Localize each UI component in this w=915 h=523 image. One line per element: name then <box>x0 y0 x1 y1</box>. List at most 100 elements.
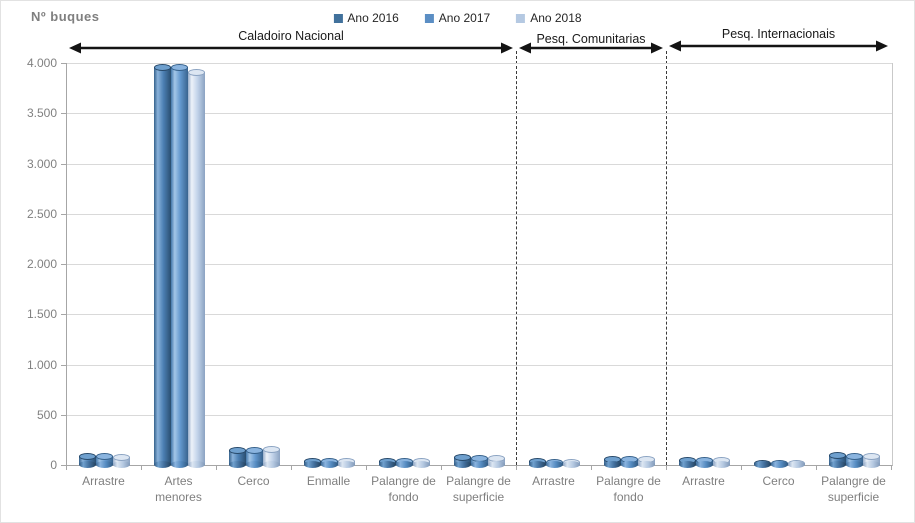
cylinder-bar-ano-2017 <box>171 63 188 469</box>
y-axis-tick <box>61 113 66 115</box>
x-category-label: Palangre de superficie <box>821 474 886 504</box>
cylinder-bar-ano-2017 <box>846 452 863 469</box>
section-divider-dashed-line <box>666 51 667 465</box>
cylinder-bar-ano-2016 <box>154 64 171 468</box>
legend-color-swatch <box>424 13 434 23</box>
arrowhead-icon <box>876 40 888 52</box>
legend-item: Ano 2017 <box>424 11 491 25</box>
chart-title: Nº buques <box>31 9 100 24</box>
cylinder-bar-ano-2016 <box>829 452 846 468</box>
arrowhead-icon <box>501 42 513 54</box>
cylinder-bar-ano-2016 <box>379 458 396 468</box>
x-axis-tick <box>666 465 667 470</box>
arrowhead-icon <box>69 42 81 54</box>
chart-legend: Ano 2016 Ano 2017 Ano 2018 <box>333 11 582 25</box>
y-tick-label: 1.500 <box>26 307 57 322</box>
legend-label: Ano 2018 <box>530 11 582 25</box>
cylinder-bar-ano-2018 <box>563 458 580 469</box>
legend-label: Ano 2017 <box>438 11 491 25</box>
cylinder-bar-ano-2016 <box>229 446 246 469</box>
gridline <box>67 63 892 64</box>
cylinder-bar-ano-2016 <box>604 455 621 469</box>
section-label: Caladoiro Nacional <box>238 29 344 43</box>
cylinder-bar-ano-2018 <box>413 458 430 468</box>
y-axis-tick <box>61 264 66 265</box>
legend-item: Ano 2018 <box>516 11 582 25</box>
cylinder-bar-ano-2018 <box>263 446 280 468</box>
section-label: Pesq. Comunitarias <box>536 32 646 46</box>
cylinder-bar-ano-2018 <box>338 458 355 468</box>
section-label: Pesq. Internacionais <box>721 27 836 41</box>
cylinder-bar-ano-2017 <box>321 457 338 469</box>
y-axis-tick <box>61 213 66 215</box>
x-axis-tick <box>141 465 142 470</box>
x-category-label: Arrastre <box>682 474 725 488</box>
gridline <box>67 314 892 316</box>
gridline <box>67 364 892 366</box>
x-axis-tick <box>741 465 742 470</box>
gridline <box>67 414 892 416</box>
y-tick-label: 2.500 <box>26 206 57 221</box>
cylinder-bar-ano-2017 <box>246 446 263 469</box>
gridline <box>67 213 892 215</box>
y-axis-tick <box>61 414 66 416</box>
cylinder-bar-ano-2017 <box>696 456 713 469</box>
y-tick-label: 1.000 <box>26 357 57 372</box>
cylinder-bar-ano-2018 <box>188 68 205 469</box>
cylinder-bar-ano-2018 <box>113 453 130 469</box>
y-axis-tick <box>61 465 66 466</box>
x-axis-tick <box>591 465 592 470</box>
y-axis-tick <box>61 364 66 366</box>
x-axis-tick <box>291 465 292 470</box>
y-axis-tick <box>61 63 66 64</box>
cylinder-bar-ano-2016 <box>754 459 771 469</box>
y-tick-label: 4.000 <box>26 56 57 70</box>
cylinder-bar-ano-2018 <box>863 453 880 468</box>
gridline <box>67 264 892 265</box>
cylinder-bar-ano-2018 <box>488 454 505 469</box>
y-axis-tick <box>61 163 66 165</box>
x-axis-tick <box>441 465 442 470</box>
legend-color-swatch <box>333 13 343 23</box>
legend-label: Ano 2016 <box>347 11 399 25</box>
cylinder-bar-ano-2016 <box>79 453 96 468</box>
x-axis-tick <box>891 465 892 470</box>
legend-color-swatch <box>516 13 526 23</box>
x-axis-tick <box>66 465 67 470</box>
x-axis-tick <box>216 465 217 470</box>
x-category-label: Cerco <box>762 474 795 488</box>
x-category-label: Enmalle <box>306 474 351 488</box>
x-category-label: Palangre de fondo <box>371 474 436 504</box>
gridline <box>67 113 892 115</box>
cylinder-bar-ano-2016 <box>304 457 321 469</box>
plot-area <box>66 63 893 469</box>
cylinder-bar-ano-2017 <box>96 453 113 468</box>
cylinder-bar-ano-2017 <box>546 458 563 469</box>
legend-item: Ano 2016 <box>333 11 399 25</box>
y-tick-label: 2.000 <box>26 257 57 271</box>
section-divider-dashed-line <box>516 51 517 465</box>
y-tick-label: 3.000 <box>26 156 57 171</box>
cylinder-bar-ano-2018 <box>788 460 805 468</box>
x-category-label: Artes menores <box>155 474 202 504</box>
cylinder-bar-ano-2017 <box>396 458 413 468</box>
cylinder-bar-ano-2017 <box>471 454 488 469</box>
x-axis-tick <box>816 465 817 470</box>
y-tick-label: 500 <box>36 407 57 422</box>
y-tick-label: 3.500 <box>26 106 57 121</box>
y-tick-label: 0 <box>50 458 57 472</box>
cylinder-bar-ano-2018 <box>638 455 655 469</box>
gridline <box>67 163 892 165</box>
y-axis-tick <box>61 314 66 316</box>
cylinder-bar-ano-2016 <box>529 458 546 468</box>
x-category-label: Palangre de fondo <box>596 474 661 504</box>
cylinder-bar-ano-2016 <box>454 454 471 468</box>
x-axis-tick <box>516 465 517 470</box>
cylinder-bar-ano-2018 <box>713 457 730 468</box>
x-category-label: Arrastre <box>532 474 575 488</box>
cylinder-bar-ano-2016 <box>679 456 696 469</box>
cylinder-bar-ano-2017 <box>621 455 638 469</box>
x-category-label: Cerco <box>237 474 270 488</box>
x-axis-tick <box>366 465 367 470</box>
x-category-label: Palangre de superficie <box>446 474 511 504</box>
